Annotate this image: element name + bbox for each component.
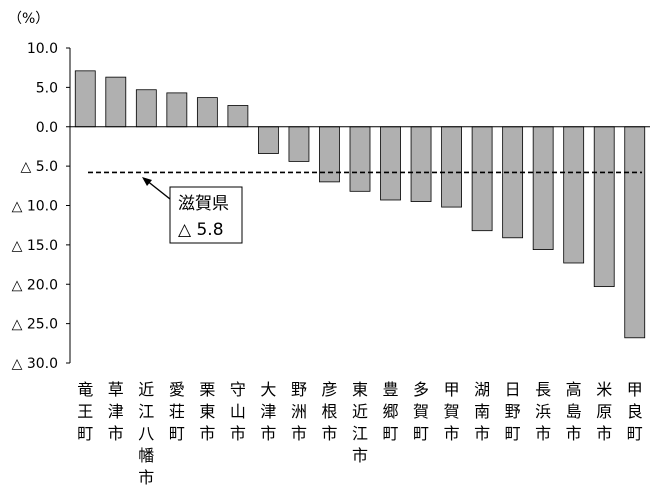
bar	[471, 126, 493, 232]
x-tick-label: 近江八幡市	[138, 380, 154, 487]
bar	[563, 126, 585, 264]
annotation-border	[169, 186, 243, 244]
annotation-value: △ 5.8	[178, 220, 224, 240]
y-tick-labels: 10.0 5.0 0.0 △ 5.0 △ 10.0 △ 15.0 △ 20.0 △ 25.0 △…	[12, 41, 70, 372]
x-tick-label: 米原市	[596, 380, 612, 443]
y-tick-label: △ 15.0	[12, 238, 58, 254]
bar	[258, 126, 279, 154]
bar	[349, 126, 371, 192]
bar	[196, 97, 218, 128]
y-tick-label: △ 5.0	[21, 159, 58, 175]
bar	[105, 76, 127, 128]
x-tick-label: 甲良町	[627, 380, 643, 443]
x-tick-label: 東近江市	[352, 380, 368, 465]
bar	[532, 126, 554, 250]
x-tick-labels: 竜王町草津市近江八幡市愛荘町栗東市守山市大津市野洲市彦根市東近江市豊郷町多賀町甲…	[77, 380, 642, 487]
x-tick-label: 栗東市	[199, 380, 215, 443]
bar	[624, 126, 646, 339]
bar	[380, 126, 401, 201]
bar	[319, 126, 340, 183]
x-tick-label: 日野町	[505, 380, 521, 443]
y-tick-label: 0.0	[36, 120, 58, 136]
chart-axes	[69, 48, 650, 363]
bar	[227, 105, 249, 128]
x-tick-label: 豊郷町	[383, 380, 399, 443]
x-tick-label: 野洲市	[291, 380, 307, 443]
bar	[135, 89, 157, 128]
bar-series	[74, 70, 646, 339]
y-tick-label: △ 25.0	[12, 317, 58, 333]
bar	[502, 126, 524, 239]
x-tick-label: 多賀町	[413, 380, 429, 443]
x-tick-label: 草津市	[108, 380, 124, 443]
x-tick-label: 甲賀市	[444, 380, 460, 443]
x-tick-label: 彦根市	[321, 380, 337, 443]
y-tick-label: △ 10.0	[12, 199, 58, 215]
y-axis-unit-label: （%）	[8, 11, 49, 27]
bar	[166, 92, 188, 128]
annotation-title: 滋賀県	[178, 194, 229, 214]
bar	[74, 70, 96, 128]
x-tick-label: 愛荘町	[169, 380, 185, 443]
x-tick-label: 竜王町	[77, 380, 93, 443]
annotation-pointer	[145, 179, 171, 200]
x-tick-label: 大津市	[260, 380, 276, 443]
y-tick-label: △ 20.0	[12, 277, 58, 293]
annotation-arrowhead	[142, 177, 152, 186]
bar	[288, 126, 310, 162]
annotation-box: 滋賀県 △ 5.8	[142, 177, 243, 244]
x-tick-label: 湖南市	[474, 380, 490, 443]
bar	[441, 126, 462, 208]
bar	[410, 126, 432, 202]
y-tick-label: △ 30.0	[12, 356, 58, 372]
x-tick-label: 長浜市	[535, 380, 551, 443]
x-tick-label: 高島市	[566, 380, 582, 443]
x-tick-label: 守山市	[230, 380, 246, 443]
y-tick-label: 10.0	[27, 41, 58, 57]
bar	[593, 126, 615, 288]
y-tick-label: 5.0	[36, 80, 58, 96]
